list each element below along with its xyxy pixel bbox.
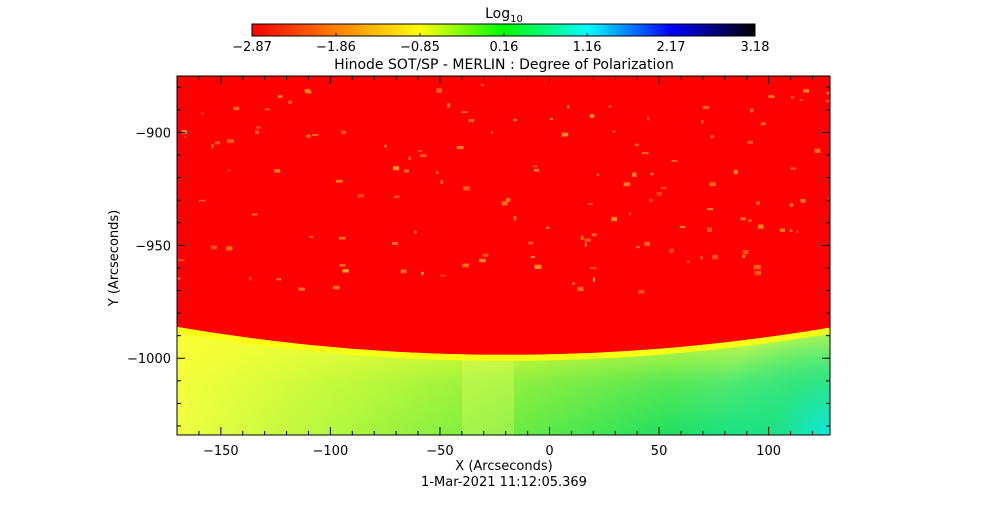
colorbar: Log10 −2.87 −1.86 −0.85 0.16 1.16 2.17 3.18 <box>232 6 769 55</box>
chart-title: Hinode SOT/SP - MERLIN : Degree of Polar… <box>334 57 674 73</box>
x-axis: −150 −100 −50 0 50 100 <box>176 76 813 459</box>
x-tick-label: 0 <box>545 444 553 459</box>
disk-slit-band <box>462 350 514 435</box>
colorbar-title: Log10 <box>485 6 523 25</box>
colorbar-tick-label: 0.16 <box>489 40 518 55</box>
colorbar-tick-label: 1.16 <box>573 40 602 55</box>
x-tick-label: 100 <box>756 444 781 459</box>
y-axis-label: Y (Arcseconds) <box>107 210 122 307</box>
x-tick-label: 50 <box>651 444 668 459</box>
plot-image <box>177 76 830 435</box>
colorbar-tick-label: −2.87 <box>232 40 272 55</box>
timestamp: 1-Mar-2021 11:12:05.369 <box>421 475 587 490</box>
off-limb-speckles <box>177 84 830 294</box>
x-tick-label: −150 <box>203 444 239 459</box>
colorbar-tick-label: −0.85 <box>400 40 440 55</box>
x-axis-label: X (Arcseconds) <box>455 459 552 474</box>
off-limb-region <box>177 76 830 355</box>
y-tick-label: −900 <box>135 126 171 141</box>
colorbar-tick-label: 2.17 <box>657 40 686 55</box>
x-tick-label: −100 <box>313 444 349 459</box>
colorbar-tick-label: 3.18 <box>741 40 770 55</box>
y-tick-label: −950 <box>135 239 171 254</box>
colorbar-tick-label: −1.86 <box>316 40 356 55</box>
x-tick-label: −50 <box>426 444 453 459</box>
y-axis: −900 −950 −1000 <box>127 86 830 427</box>
colorbar-title-base: Log <box>485 6 510 22</box>
limb-band <box>177 326 830 361</box>
colorbar-ticks: −2.87 −1.86 −0.85 0.16 1.16 2.17 3.18 <box>232 33 769 55</box>
y-tick-label: −1000 <box>127 352 171 367</box>
colorbar-title-subscript: 10 <box>510 14 523 25</box>
plot-frame <box>176 75 831 436</box>
